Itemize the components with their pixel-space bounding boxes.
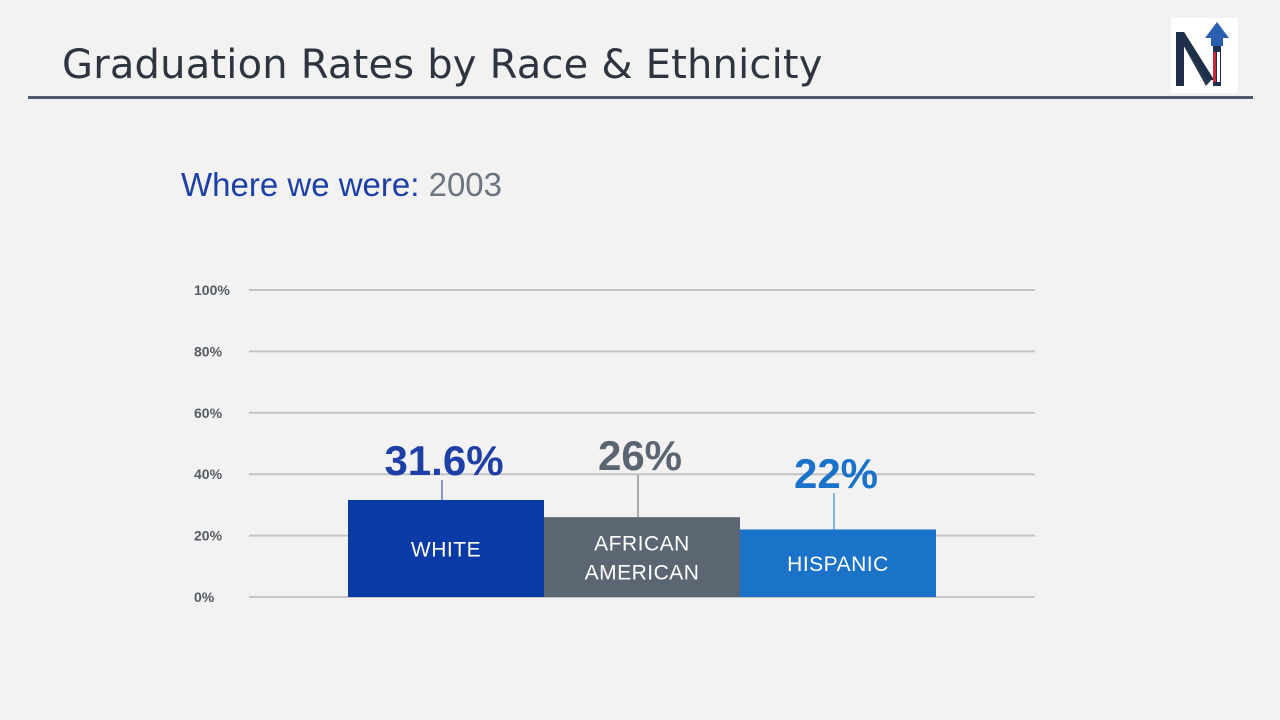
title-divider — [28, 96, 1253, 99]
y-tick-label: 20% — [194, 528, 223, 544]
bar-category-label: HISPANIC — [787, 553, 889, 576]
subtitle-lead: Where we were: — [181, 166, 420, 203]
bar-value-label: 26% — [598, 432, 682, 479]
bar-category-label: AMERICAN — [585, 562, 700, 585]
y-tick-label: 100% — [194, 282, 230, 298]
n-arrow-logo-icon — [1171, 18, 1238, 93]
bar-value-label: 22% — [794, 450, 878, 497]
y-tick-label: 0% — [194, 589, 215, 605]
bar-category-label: WHITE — [411, 538, 481, 561]
bar — [544, 517, 740, 597]
bar-value-label: 31.6% — [384, 437, 503, 484]
y-tick-label: 80% — [194, 343, 223, 359]
bar — [740, 529, 936, 597]
chart-subtitle: Where we were: 2003 — [181, 166, 502, 204]
bar-category-label: AFRICAN — [594, 533, 690, 556]
subtitle-year: 2003 — [428, 166, 503, 203]
bar — [348, 499, 544, 597]
y-tick-label: 40% — [194, 466, 223, 482]
slide-title: Graduation Rates by Race & Ethnicity — [62, 42, 823, 88]
y-tick-label: 60% — [194, 405, 223, 421]
